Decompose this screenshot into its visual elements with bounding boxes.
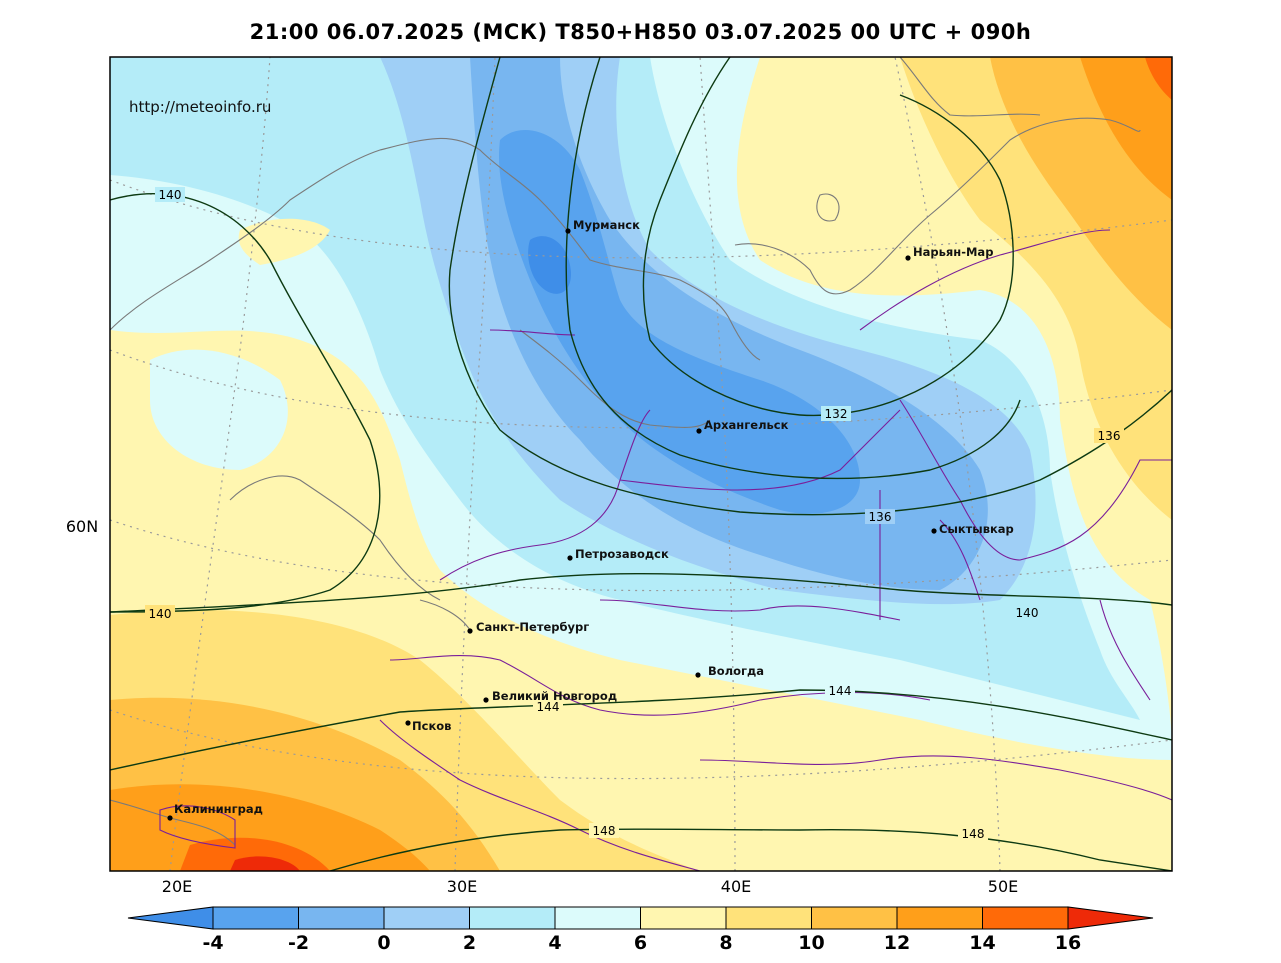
city-label-pskov: Псков — [412, 719, 451, 733]
colorbar-tick-label: 10 — [798, 932, 824, 954]
city-marker — [905, 255, 911, 261]
colorbar-tick-label: 2 — [463, 932, 476, 954]
city-marker — [167, 815, 173, 821]
isoline-label: 148 — [962, 827, 985, 841]
colorbar-segment — [725, 906, 812, 930]
city-label-saint-petersburg: Санкт-Петербург — [476, 620, 589, 634]
colorbar-extend-high — [1067, 906, 1154, 930]
city-label-murmansk: Мурманск — [573, 218, 640, 232]
city-label-kaliningrad: Калининград — [174, 802, 263, 816]
colorbar-tick-label: -2 — [288, 932, 309, 954]
isoline-label: 144 — [537, 700, 560, 714]
colorbar-tick-label: -4 — [202, 932, 223, 954]
city-label-syktyvkar: Сыктывкар — [939, 522, 1014, 536]
city-label-naryan-mar: Нарьян-Мар — [913, 245, 993, 259]
colorbar-extend-low — [127, 906, 214, 930]
colorbar-tick-label: 8 — [719, 932, 732, 954]
colorbar-segment — [469, 906, 556, 930]
colorbar-tick-label: 14 — [969, 932, 995, 954]
map-frame — [109, 56, 1173, 872]
lon-label-30e: 30E — [447, 877, 477, 896]
city-marker — [931, 528, 937, 534]
isoline-label: 140 — [159, 188, 182, 202]
temperature-field — [110, 57, 1172, 871]
city-marker — [695, 672, 701, 678]
isoline-label: 140 — [1016, 606, 1039, 620]
isoline-label: 140 — [149, 607, 172, 621]
city-marker — [565, 228, 571, 234]
colorbar-tick-label: 12 — [884, 932, 910, 954]
colorbar-segment — [982, 906, 1069, 930]
lon-label-20e: 20E — [162, 877, 192, 896]
colorbar: -4 -2 0 2 4 6 8 10 12 14 16 — [127, 906, 1154, 954]
colorbar-segment — [212, 906, 299, 930]
colorbar-tick-label: 6 — [634, 932, 647, 954]
city-label-petrozavodsk: Петрозаводск — [575, 547, 669, 561]
colorbar-segment — [896, 906, 983, 930]
source-url: http://meteoinfo.ru — [129, 98, 271, 116]
city-label-arkhangelsk: Архангельск — [704, 418, 789, 432]
city-markers: Мурманск Нарьян-Мар Архангельск Сыктывка… — [167, 218, 1014, 821]
lon-label-50e: 50E — [988, 877, 1018, 896]
city-marker — [405, 720, 411, 726]
isoline-labels: 140 140 132 136 136 140 144 144 148 148 — [145, 187, 1124, 841]
colorbar-segment — [554, 906, 641, 930]
isoline-label: 148 — [593, 824, 616, 838]
colorbar-tick-label: 0 — [377, 932, 390, 954]
city-marker — [567, 555, 573, 561]
lon-label-40e: 40E — [721, 877, 751, 896]
city-marker — [696, 428, 702, 434]
colorbar-segment — [811, 906, 898, 930]
region-borders — [159, 229, 1172, 871]
city-label-vologda: Вологда — [708, 664, 764, 678]
isoline-label: 144 — [829, 684, 852, 698]
height-isolines — [110, 57, 1172, 871]
isoline-label: 136 — [1098, 429, 1121, 443]
city-label-veliky-novgorod: Великий Новгород — [492, 689, 617, 703]
city-marker — [483, 697, 489, 703]
isoline-label: 132 — [825, 407, 848, 421]
colorbar-tick-label: 16 — [1055, 932, 1081, 954]
city-marker — [467, 628, 473, 634]
isoline-label: 136 — [869, 510, 892, 524]
lat-label-60n: 60N — [66, 517, 98, 536]
colorbar-segment — [383, 906, 470, 930]
colorbar-segment — [298, 906, 385, 930]
map-title: 21:00 06.07.2025 (МСК) T850+H850 03.07.2… — [249, 20, 1032, 44]
colorbar-tick-label: 4 — [548, 932, 561, 954]
colorbar-segment — [640, 906, 727, 930]
